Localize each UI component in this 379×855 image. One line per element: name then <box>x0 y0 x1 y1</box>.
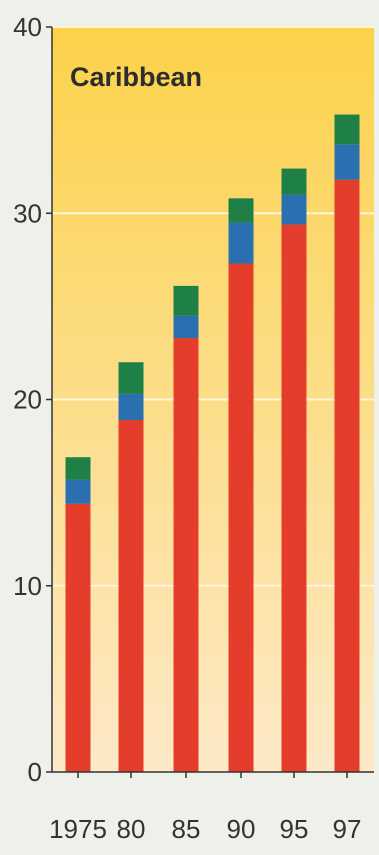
y-tick-label: 10 <box>13 571 42 601</box>
x-tick-label: 97 <box>333 814 362 844</box>
bar-segment-1975-series-3 <box>65 457 91 480</box>
bar-segment-90-series-1 <box>228 263 254 772</box>
y-tick-label: 30 <box>13 198 42 228</box>
bar-segment-1975-series-2 <box>65 479 91 504</box>
tick-labels: 0 10 20 30 40 1975 80 85 90 95 97 <box>13 12 361 844</box>
x-tick-label: 1975 <box>49 814 107 844</box>
y-tick-label: 20 <box>13 385 42 415</box>
bar-segment-97-series-2 <box>334 144 360 180</box>
x-tick-label: 85 <box>172 814 201 844</box>
bar-segment-95-series-1 <box>281 224 307 773</box>
bar-segment-95-series-3 <box>281 168 307 195</box>
bar-segment-97-series-1 <box>334 179 360 773</box>
axes <box>46 26 374 778</box>
bar-segment-85-series-1 <box>173 338 199 772</box>
bars <box>65 114 360 773</box>
bar-segment-90-series-2 <box>228 222 254 264</box>
bar-segment-80-series-1 <box>118 419 144 772</box>
bar-segment-90-series-3 <box>228 198 254 223</box>
bar-segment-80-series-3 <box>118 362 144 394</box>
bar-segment-80-series-2 <box>118 393 144 420</box>
bar-segment-85-series-3 <box>173 285 199 316</box>
x-tick-label: 95 <box>280 814 309 844</box>
bar-segment-95-series-2 <box>281 194 307 225</box>
x-tick-label: 80 <box>117 814 146 844</box>
bar-segment-1975-series-1 <box>65 503 91 772</box>
x-tick-label: 90 <box>227 814 256 844</box>
grid-lines <box>52 26 374 587</box>
bar-segment-97-series-3 <box>334 114 360 145</box>
y-tick-label: 0 <box>28 757 42 787</box>
chart-title: Caribbean <box>70 62 202 92</box>
y-tick-label: 40 <box>13 12 42 42</box>
bar-segment-85-series-2 <box>173 315 199 339</box>
